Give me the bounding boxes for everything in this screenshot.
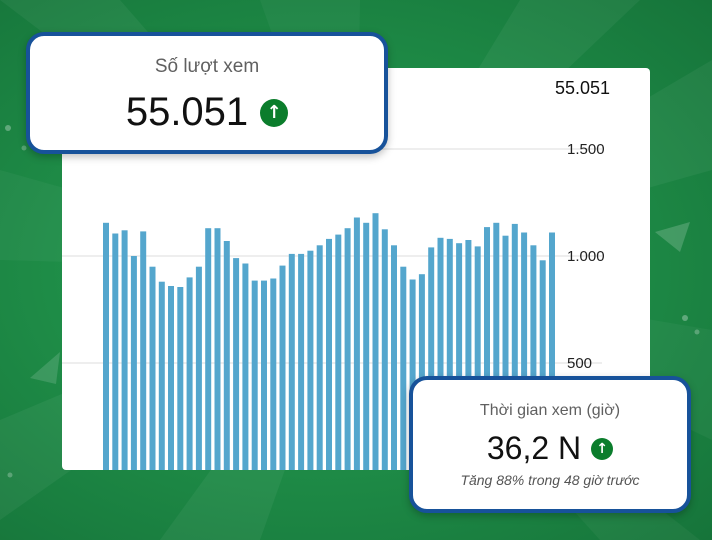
chart-bar bbox=[233, 258, 240, 470]
chart-bar bbox=[353, 217, 360, 470]
arrow-up-circle-icon: ↑ bbox=[591, 437, 614, 460]
watch-time-card-label: Thời gian xem (giờ) bbox=[479, 402, 621, 419]
chart-bar bbox=[372, 213, 379, 470]
chart-bar bbox=[428, 247, 435, 470]
chart-bar bbox=[437, 237, 444, 470]
chart-bar bbox=[344, 228, 351, 470]
chart-bar bbox=[112, 233, 119, 470]
chart-bar bbox=[539, 260, 546, 470]
chart-bar bbox=[484, 227, 490, 470]
chart-bar bbox=[456, 243, 463, 470]
chart-top-value: 55.051 bbox=[555, 78, 610, 98]
chart-bar bbox=[381, 229, 388, 470]
chart-bar bbox=[177, 287, 184, 470]
chart-bar bbox=[121, 230, 128, 470]
chart-bar bbox=[298, 253, 305, 470]
views-bar-chart: 500 1.000 1.500 55.051 bbox=[62, 78, 610, 470]
chart-bar bbox=[335, 234, 342, 470]
chart-bar bbox=[549, 232, 555, 470]
chart-bar bbox=[130, 256, 137, 470]
views-value: 55.051 bbox=[125, 90, 249, 134]
chart-bar bbox=[158, 281, 165, 470]
chart-bar bbox=[242, 263, 249, 470]
chart-bar bbox=[261, 280, 267, 470]
watch-time-value: 36,2 N bbox=[486, 430, 582, 466]
chart-bar bbox=[195, 266, 202, 470]
chart-bar bbox=[288, 253, 295, 470]
watch-time-value-row: 36,2 N ↑ bbox=[413, 430, 687, 467]
chart-bar bbox=[502, 235, 509, 470]
y-tick-label: 500 bbox=[567, 355, 592, 372]
chart-bar bbox=[511, 223, 518, 470]
chart-bar bbox=[409, 279, 416, 470]
chart-bar bbox=[279, 265, 286, 470]
views-card: Số lượt xem 55.051 ↑ bbox=[26, 32, 388, 154]
chart-bar bbox=[391, 245, 397, 470]
chart-bar bbox=[465, 240, 472, 470]
chart-bar bbox=[168, 286, 174, 470]
chart-bar bbox=[307, 250, 314, 470]
chart-bar bbox=[140, 231, 147, 470]
chart-bar bbox=[521, 232, 528, 470]
chart-bar bbox=[418, 274, 425, 470]
y-tick-label: 1.000 bbox=[567, 248, 605, 265]
chart-bar bbox=[474, 246, 481, 470]
chart-bar bbox=[186, 277, 193, 470]
watch-time-card: Thời gian xem (giờ) 36,2 N ↑ Tăng 88% tr… bbox=[409, 376, 691, 513]
chart-bar bbox=[326, 238, 332, 470]
arrow-up-circle-icon: ↑ bbox=[260, 98, 289, 127]
chart-bar bbox=[363, 222, 370, 470]
chart-bar bbox=[316, 245, 323, 470]
chart-bar bbox=[223, 241, 230, 470]
y-tick-label: 1.500 bbox=[567, 141, 605, 158]
chart-bar bbox=[270, 278, 277, 470]
chart-bar bbox=[251, 280, 258, 470]
chart-bar bbox=[446, 238, 453, 470]
chart-bar bbox=[493, 222, 500, 470]
chart-bar bbox=[103, 222, 109, 470]
chart-bar bbox=[149, 266, 156, 470]
chart-bar bbox=[400, 266, 407, 470]
chart-bar bbox=[205, 228, 212, 470]
watch-time-subtitle: Tăng 88% trong 48 giờ trước bbox=[460, 472, 640, 488]
views-value-row: 55.051 ↑ bbox=[30, 90, 384, 135]
views-card-label: Số lượt xem bbox=[154, 56, 260, 77]
chart-bar bbox=[530, 245, 537, 470]
chart-bar bbox=[214, 228, 221, 470]
